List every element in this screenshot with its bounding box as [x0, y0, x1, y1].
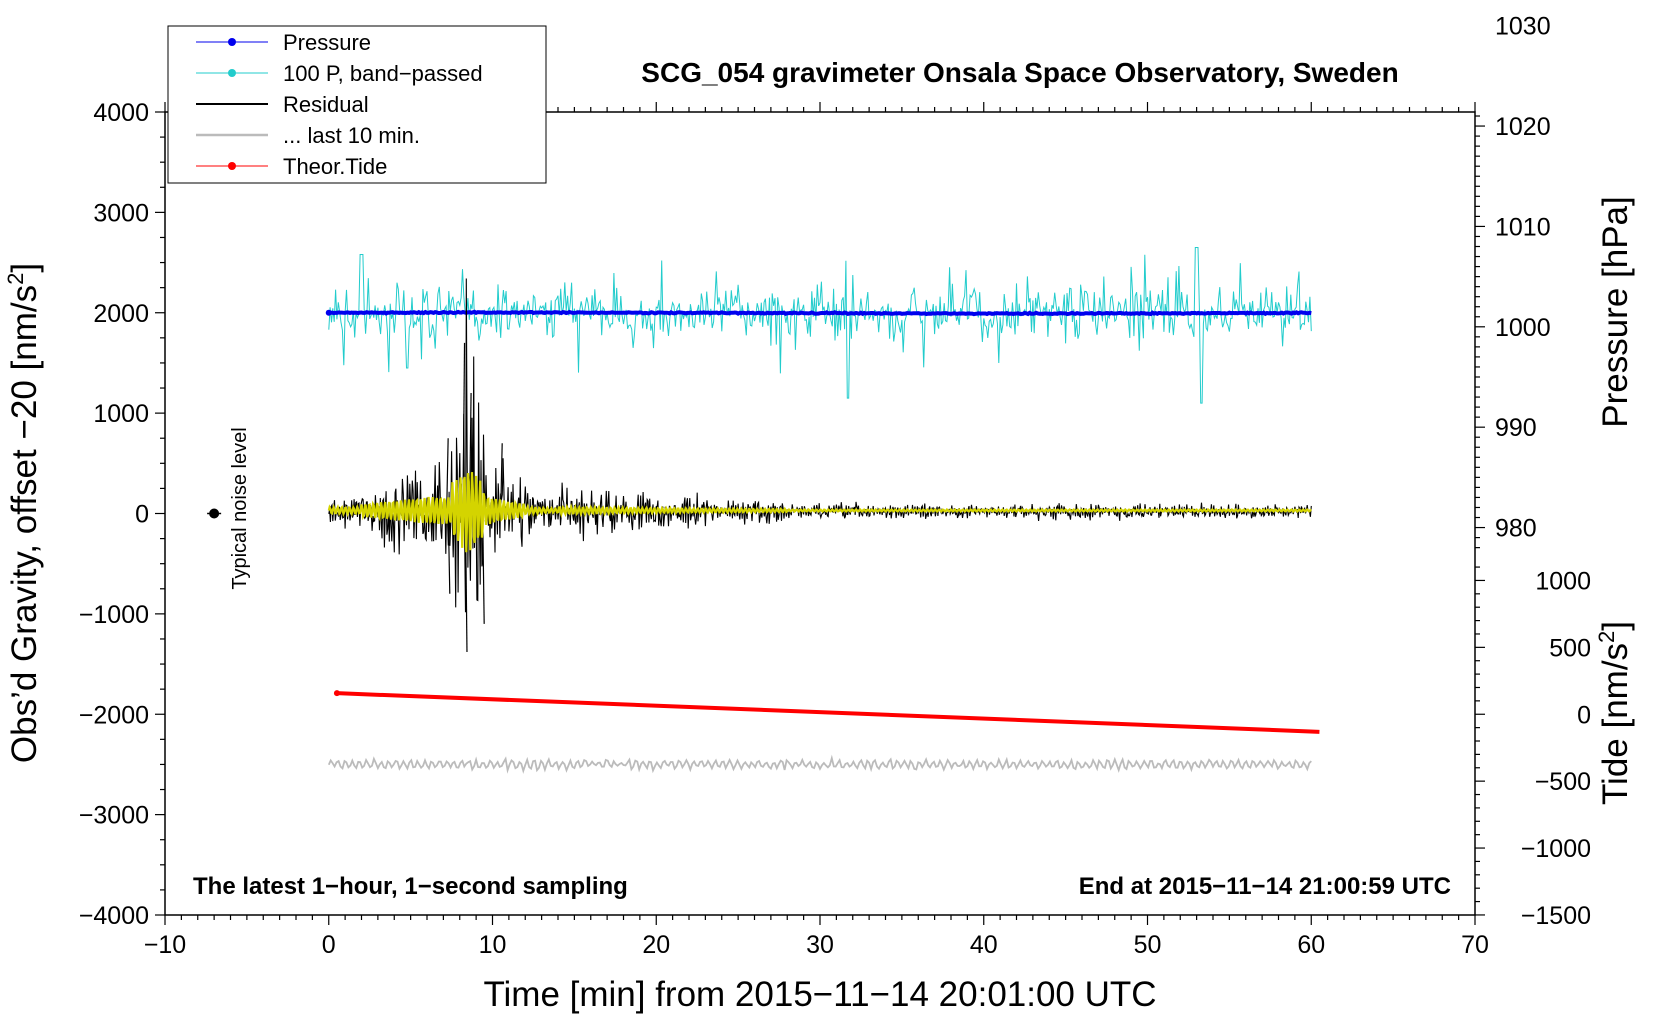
annotation-end-time: End at 2015−11−14 21:00:59 UTC: [1079, 873, 1451, 900]
series-residual-peak: [446, 438, 449, 514]
y-tick-label: 0: [135, 501, 149, 529]
y-tick-label: 1000: [93, 400, 149, 428]
pressure-tick-label: 980: [1495, 515, 1537, 543]
tide-tick-label: 1000: [1535, 567, 1591, 595]
y-axis-title-left-close: ]: [5, 263, 44, 273]
legend-swatch-marker: [228, 162, 236, 170]
legend-box: [167, 25, 547, 184]
chart-title: SCG_054 gravimeter Onsala Space Observat…: [641, 57, 1398, 88]
y-axis-title-left-sup: 2: [3, 273, 28, 285]
x-tick-label: 50: [1134, 931, 1162, 959]
legend-label: Theor.Tide: [283, 154, 387, 179]
tide-tick-label: −1500: [1521, 902, 1591, 930]
y-axis-title-tide-close: ]: [1596, 621, 1635, 631]
x-tick-label: 0: [322, 931, 336, 959]
y-tick-label: 2000: [93, 300, 149, 328]
tide-tick-label: −1000: [1521, 835, 1591, 863]
x-tick-label: 30: [806, 931, 834, 959]
pressure-tick-label: 1020: [1495, 113, 1551, 141]
y-tick-label: −2000: [79, 701, 149, 729]
x-tick-label: 20: [642, 931, 670, 959]
pressure-tick-label: 1030: [1495, 13, 1551, 41]
series-last-10-min: [327, 754, 1312, 774]
noise-level-label: Typical noise level: [229, 427, 251, 589]
series-residual-filtered: [327, 472, 1312, 553]
x-tick-label: 70: [1461, 931, 1489, 959]
legend-entries: Pressure 100 P, band−passed Residual ... la…: [196, 30, 483, 179]
series-pressure-start-marker: [325, 309, 332, 316]
annotation-sampling: The latest 1−hour, 1−second sampling: [193, 873, 628, 900]
tide-tick-label: 0: [1577, 701, 1591, 729]
pressure-tick-label: 1000: [1495, 314, 1551, 342]
y-axis-title-tide: Tide [nm/s2]: [1594, 621, 1635, 805]
legend-label: 100 P, band−passed: [283, 61, 483, 86]
x-tick-label: −10: [144, 931, 186, 959]
legend-label: Pressure: [283, 30, 371, 55]
legend: Pressure 100 P, band−passed Residual ... la…: [167, 25, 547, 184]
y-axis-title-left-main: Obs’d Gravity, offset −20 [nm/s: [5, 285, 44, 763]
series-theor-tide: [336, 691, 1320, 734]
y-tick-label: −3000: [79, 802, 149, 830]
y-axis-title-left: Obs’d Gravity, offset −20 [nm/s2]: [3, 263, 44, 763]
series-pressure: [328, 309, 1312, 317]
y-tick-label: 3000: [93, 199, 149, 227]
noise-marker: Typical noise level: [207, 427, 251, 590]
y-axis-title-tide-main: Tide [nm/s: [1596, 643, 1635, 805]
y-tick-label: −1000: [79, 601, 149, 629]
x-tick-label: 40: [970, 931, 998, 959]
x-axis-title: Time [min] from 2015−11−14 20:01:00 UTC: [483, 975, 1156, 1014]
legend-swatch-marker: [228, 38, 236, 46]
tide-tick-label: 500: [1549, 634, 1591, 662]
series-bandpassed-pressure: [328, 247, 1312, 404]
x-tick-label: 60: [1297, 931, 1325, 959]
legend-label: Residual: [283, 92, 369, 117]
pressure-tick-label: 990: [1495, 414, 1537, 442]
y-tick-label: −4000: [79, 902, 149, 930]
legend-swatch-marker: [228, 69, 236, 77]
noise-marker-dot: [209, 508, 220, 519]
legend-label: ... last 10 min.: [283, 123, 420, 148]
y-tick-label: 4000: [93, 99, 149, 127]
axis-tick-labels: −10 0 10 20 30 40 50 60 7040003000200010000−1000…: [79, 13, 1591, 959]
y-axis-title-pressure: Pressure [hPa]: [1596, 196, 1635, 428]
pressure-tick-label: 1010: [1495, 213, 1551, 241]
tide-tick-label: −500: [1535, 768, 1591, 796]
series-theor-tide-start-marker: [333, 690, 340, 697]
data-series: [325, 247, 1320, 774]
x-tick-label: 10: [479, 931, 507, 959]
y-axis-title-tide-sup: 2: [1594, 631, 1619, 643]
